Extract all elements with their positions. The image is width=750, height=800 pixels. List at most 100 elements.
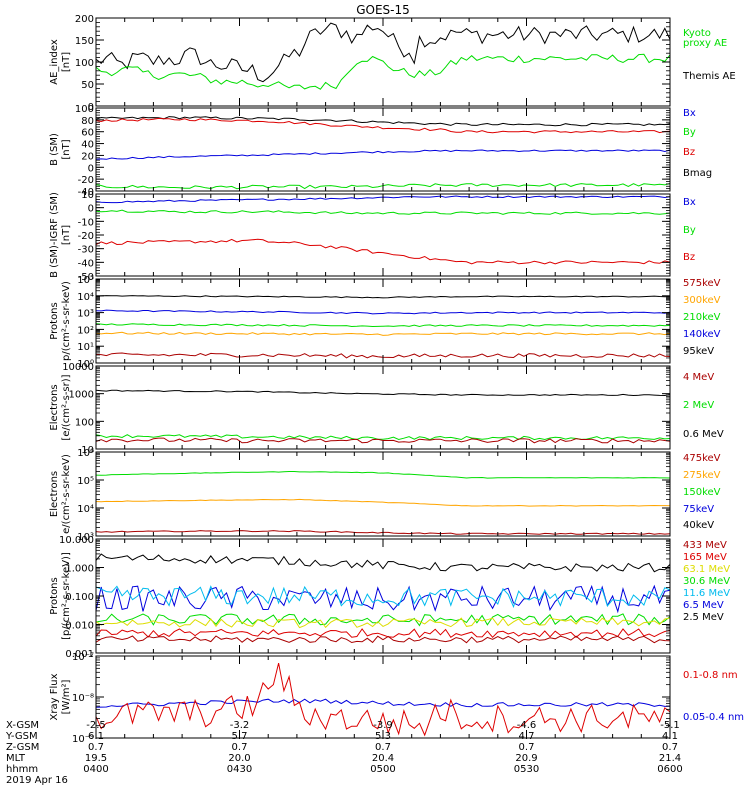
y-tick-label: -30 (78, 245, 94, 256)
series-line-5 (96, 628, 670, 639)
y-tick-label: -40 (78, 258, 94, 269)
y-tick-label: 10000 (62, 362, 94, 373)
y-tick-label: 10⁵ (77, 275, 94, 286)
x-column-value: 19.5 (85, 753, 107, 764)
legend-entry: 63.1 MeV (683, 564, 730, 575)
series-line-0 (96, 553, 670, 573)
legend-entry: 0.05-0.4 nm (683, 712, 744, 723)
x-column-value: -5.1 (660, 720, 680, 731)
legend-entry: Themis AE (682, 71, 736, 82)
legend-entry: Bmag (683, 168, 712, 179)
y-tick-label: 0.001 (65, 649, 94, 660)
y-axis-label-line: B (SM) (49, 133, 60, 166)
y-axis-label-line: [e/(cm²-s-sr)] (61, 374, 72, 440)
y-axis-label-line: Xray Flux (49, 673, 60, 720)
y-tick-label: 100 (75, 417, 94, 428)
y-tick-label: 10⁻⁹ (72, 734, 94, 745)
series-line-1 (96, 662, 670, 737)
panel-protons_mev: 0.001 0.010 0.100 1.000 10.000 Protons[p/(cm²… (49, 535, 730, 660)
series-group (96, 195, 670, 265)
y-tick-label: 1000 (69, 390, 94, 401)
series-line-1 (96, 309, 670, 315)
series-group (96, 553, 670, 644)
y-tick-label: 10 (81, 445, 94, 456)
y-axis-label: Electrons[e/(cm²-s-sr)] (49, 374, 72, 440)
y-tick-label: 60 (81, 128, 94, 139)
legend-entry: Bx (683, 197, 696, 208)
legend-entry: 95keV (683, 346, 714, 357)
legend-entry: Kyoto (683, 28, 711, 39)
series-line-0 (96, 22, 670, 83)
series-line-0 (96, 389, 670, 397)
legend-entry: 40keV (683, 520, 714, 531)
series-line-3 (96, 331, 670, 336)
x-column-value: -2.5 (86, 720, 106, 731)
y-tick-label: -10 (78, 217, 94, 228)
y-tick-label: 50 (81, 80, 94, 91)
y-tick-label: 0.100 (65, 592, 94, 603)
legend-entry: Bz (683, 252, 695, 263)
x-column-value: 6.1 (88, 731, 104, 742)
x-column-value: 0.7 (519, 742, 535, 753)
series-line-1 (96, 434, 670, 441)
series-line-1 (96, 209, 670, 215)
legend-entry: 140keV (683, 329, 721, 340)
y-axis-label-line: Electrons (49, 384, 60, 430)
panel-electrons_kev: 10³ 10⁴ 10⁵ 10⁶ Electronse/(cm²-s-sr-keV) 475… (49, 448, 721, 543)
x-column-value: 4.7 (519, 731, 535, 742)
legend-entry: 210keV (683, 312, 721, 323)
plot-title: GOES-15 (356, 3, 410, 17)
series-line-2 (96, 585, 670, 609)
x-column-value: 0.7 (232, 742, 248, 753)
y-tick-label: 10⁶ (77, 448, 94, 459)
y-tick-label: -40 (78, 187, 94, 198)
y-tick-label: 10¹ (77, 342, 94, 353)
y-axis-label-line: B (SM)-IGRF (SM) (49, 192, 60, 278)
y-tick-label: 10² (77, 325, 94, 336)
legend-entry: 433 MeV (683, 540, 727, 551)
y-tick-label: 0 (88, 102, 94, 113)
legend-entry: 275keV (683, 470, 721, 481)
x-column-value: 0400 (83, 764, 108, 775)
series-line-1 (96, 498, 670, 507)
legend-entry: 75keV (683, 504, 714, 515)
series-line-0 (96, 698, 670, 708)
legend-entry: 475keV (683, 453, 721, 464)
series-line-3 (96, 613, 670, 627)
y-tick-label: 80 (81, 116, 94, 127)
legend-entry: 11.6 MeV (683, 588, 730, 599)
x-column-value: 20.0 (228, 753, 250, 764)
legend-entry: 2.5 MeV (683, 612, 724, 623)
y-tick-label: 10³ (77, 532, 94, 543)
series-line-0 (96, 295, 670, 299)
y-tick-label: 10⁻⁸ (72, 693, 94, 704)
y-tick-label: 150 (75, 36, 94, 47)
legend-entry: Bz (683, 147, 695, 158)
y-tick-label: 0 (88, 163, 94, 174)
legend-entry: 30.6 MeV (683, 576, 730, 587)
x-column-value: 20.4 (372, 753, 394, 764)
x-column-value: 21.4 (659, 753, 681, 764)
y-tick-label: 1.000 (65, 564, 94, 575)
panel-protons_kev: 10⁰ 10¹ 10² 10³ 10⁴ 10⁵ Protonsp/(cm²-s-sr-keV… (49, 275, 721, 370)
series-group (96, 471, 670, 535)
y-tick-label: -50 (78, 272, 94, 283)
legend-entry: 165 MeV (683, 552, 727, 563)
y-axis-label-line: e/(cm²-s-sr-keV) (61, 454, 72, 534)
y-axis-label-line: Protons (49, 302, 60, 339)
y-tick-label: 0 (88, 204, 94, 215)
y-tick-label: -20 (78, 175, 94, 186)
panel-frame (95, 278, 671, 364)
y-tick-label: 20 (81, 151, 94, 162)
legend-entry: 0.1-0.8 nm (683, 670, 738, 681)
y-tick-label: 10⁰ (77, 359, 94, 370)
series-line-2 (96, 437, 670, 444)
y-axis-label: B (SM)-IGRF (SM)[nT] (49, 192, 72, 278)
x-column-value: -3.9 (373, 720, 393, 731)
x-column-value: 0530 (514, 764, 539, 775)
legend-entry: By (683, 127, 696, 138)
y-tick-label: 100 (75, 104, 94, 115)
y-axis-label-line: p/(cm²-s-sr-keV) (61, 281, 72, 361)
